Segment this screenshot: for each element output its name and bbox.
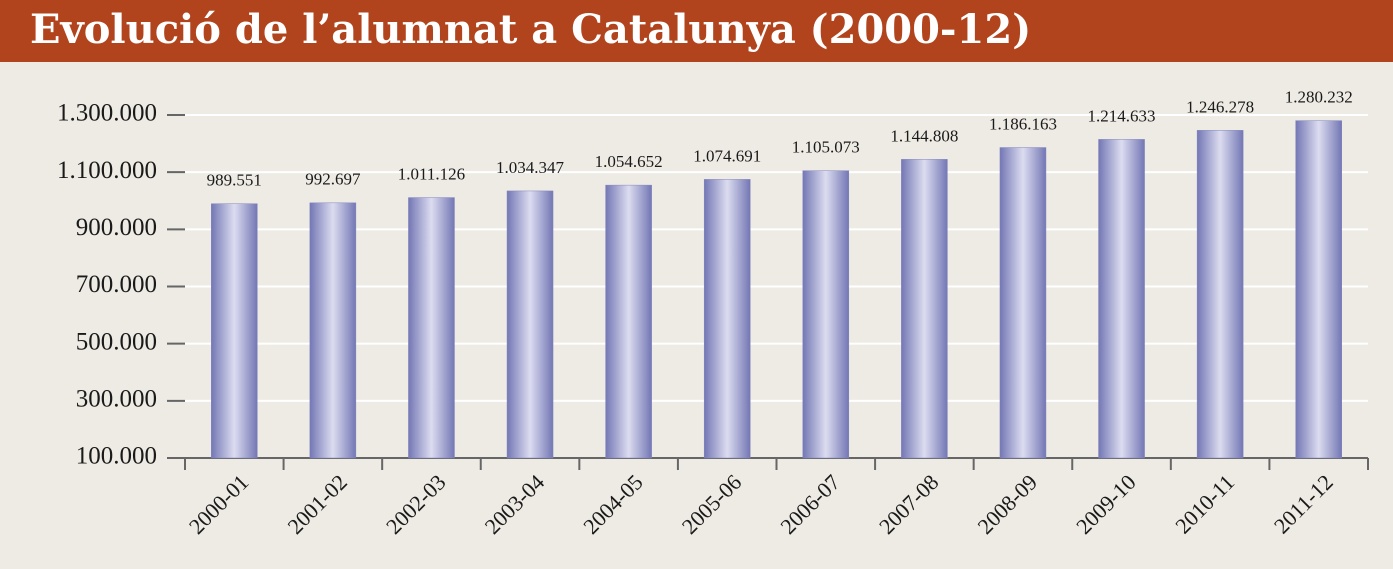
bar [1295, 120, 1342, 459]
bar [506, 190, 554, 459]
value-label: 1.280.232 [1285, 88, 1353, 107]
bar [1098, 139, 1145, 459]
y-tick-label: 1.300.000 [57, 100, 157, 127]
bar [703, 179, 751, 459]
value-label: 1.144.808 [890, 126, 958, 145]
value-label: 1.105.073 [792, 138, 860, 157]
value-label: 989.551 [207, 171, 262, 190]
bar [802, 170, 850, 459]
bar [309, 202, 357, 459]
y-tick-label: 500.000 [76, 328, 157, 355]
chart-title: Evolució de l’alumnat a Catalunya (2000-… [30, 6, 1031, 53]
y-tick-label: 700.000 [76, 271, 157, 298]
title-bar [0, 0, 1393, 62]
value-label: 1.011.126 [398, 164, 465, 183]
value-label: 1.186.163 [989, 114, 1057, 133]
y-tick-label: 1.100.000 [57, 157, 157, 184]
y-tick-label: 300.000 [76, 386, 157, 413]
y-tick-label: 900.000 [76, 214, 157, 241]
value-label: 1.214.633 [1088, 106, 1156, 125]
value-label: 1.054.652 [595, 152, 663, 171]
value-label: 1.034.347 [496, 158, 565, 177]
value-label: 992.697 [305, 170, 361, 189]
bar [999, 147, 1047, 459]
value-label: 1.074.691 [693, 146, 761, 165]
y-tick-label: 100.000 [76, 443, 157, 470]
value-label: 1.246.278 [1186, 97, 1254, 116]
bar [901, 159, 948, 459]
bar [211, 203, 258, 459]
bar [1196, 130, 1244, 459]
bar [605, 184, 652, 459]
bar [408, 197, 455, 459]
